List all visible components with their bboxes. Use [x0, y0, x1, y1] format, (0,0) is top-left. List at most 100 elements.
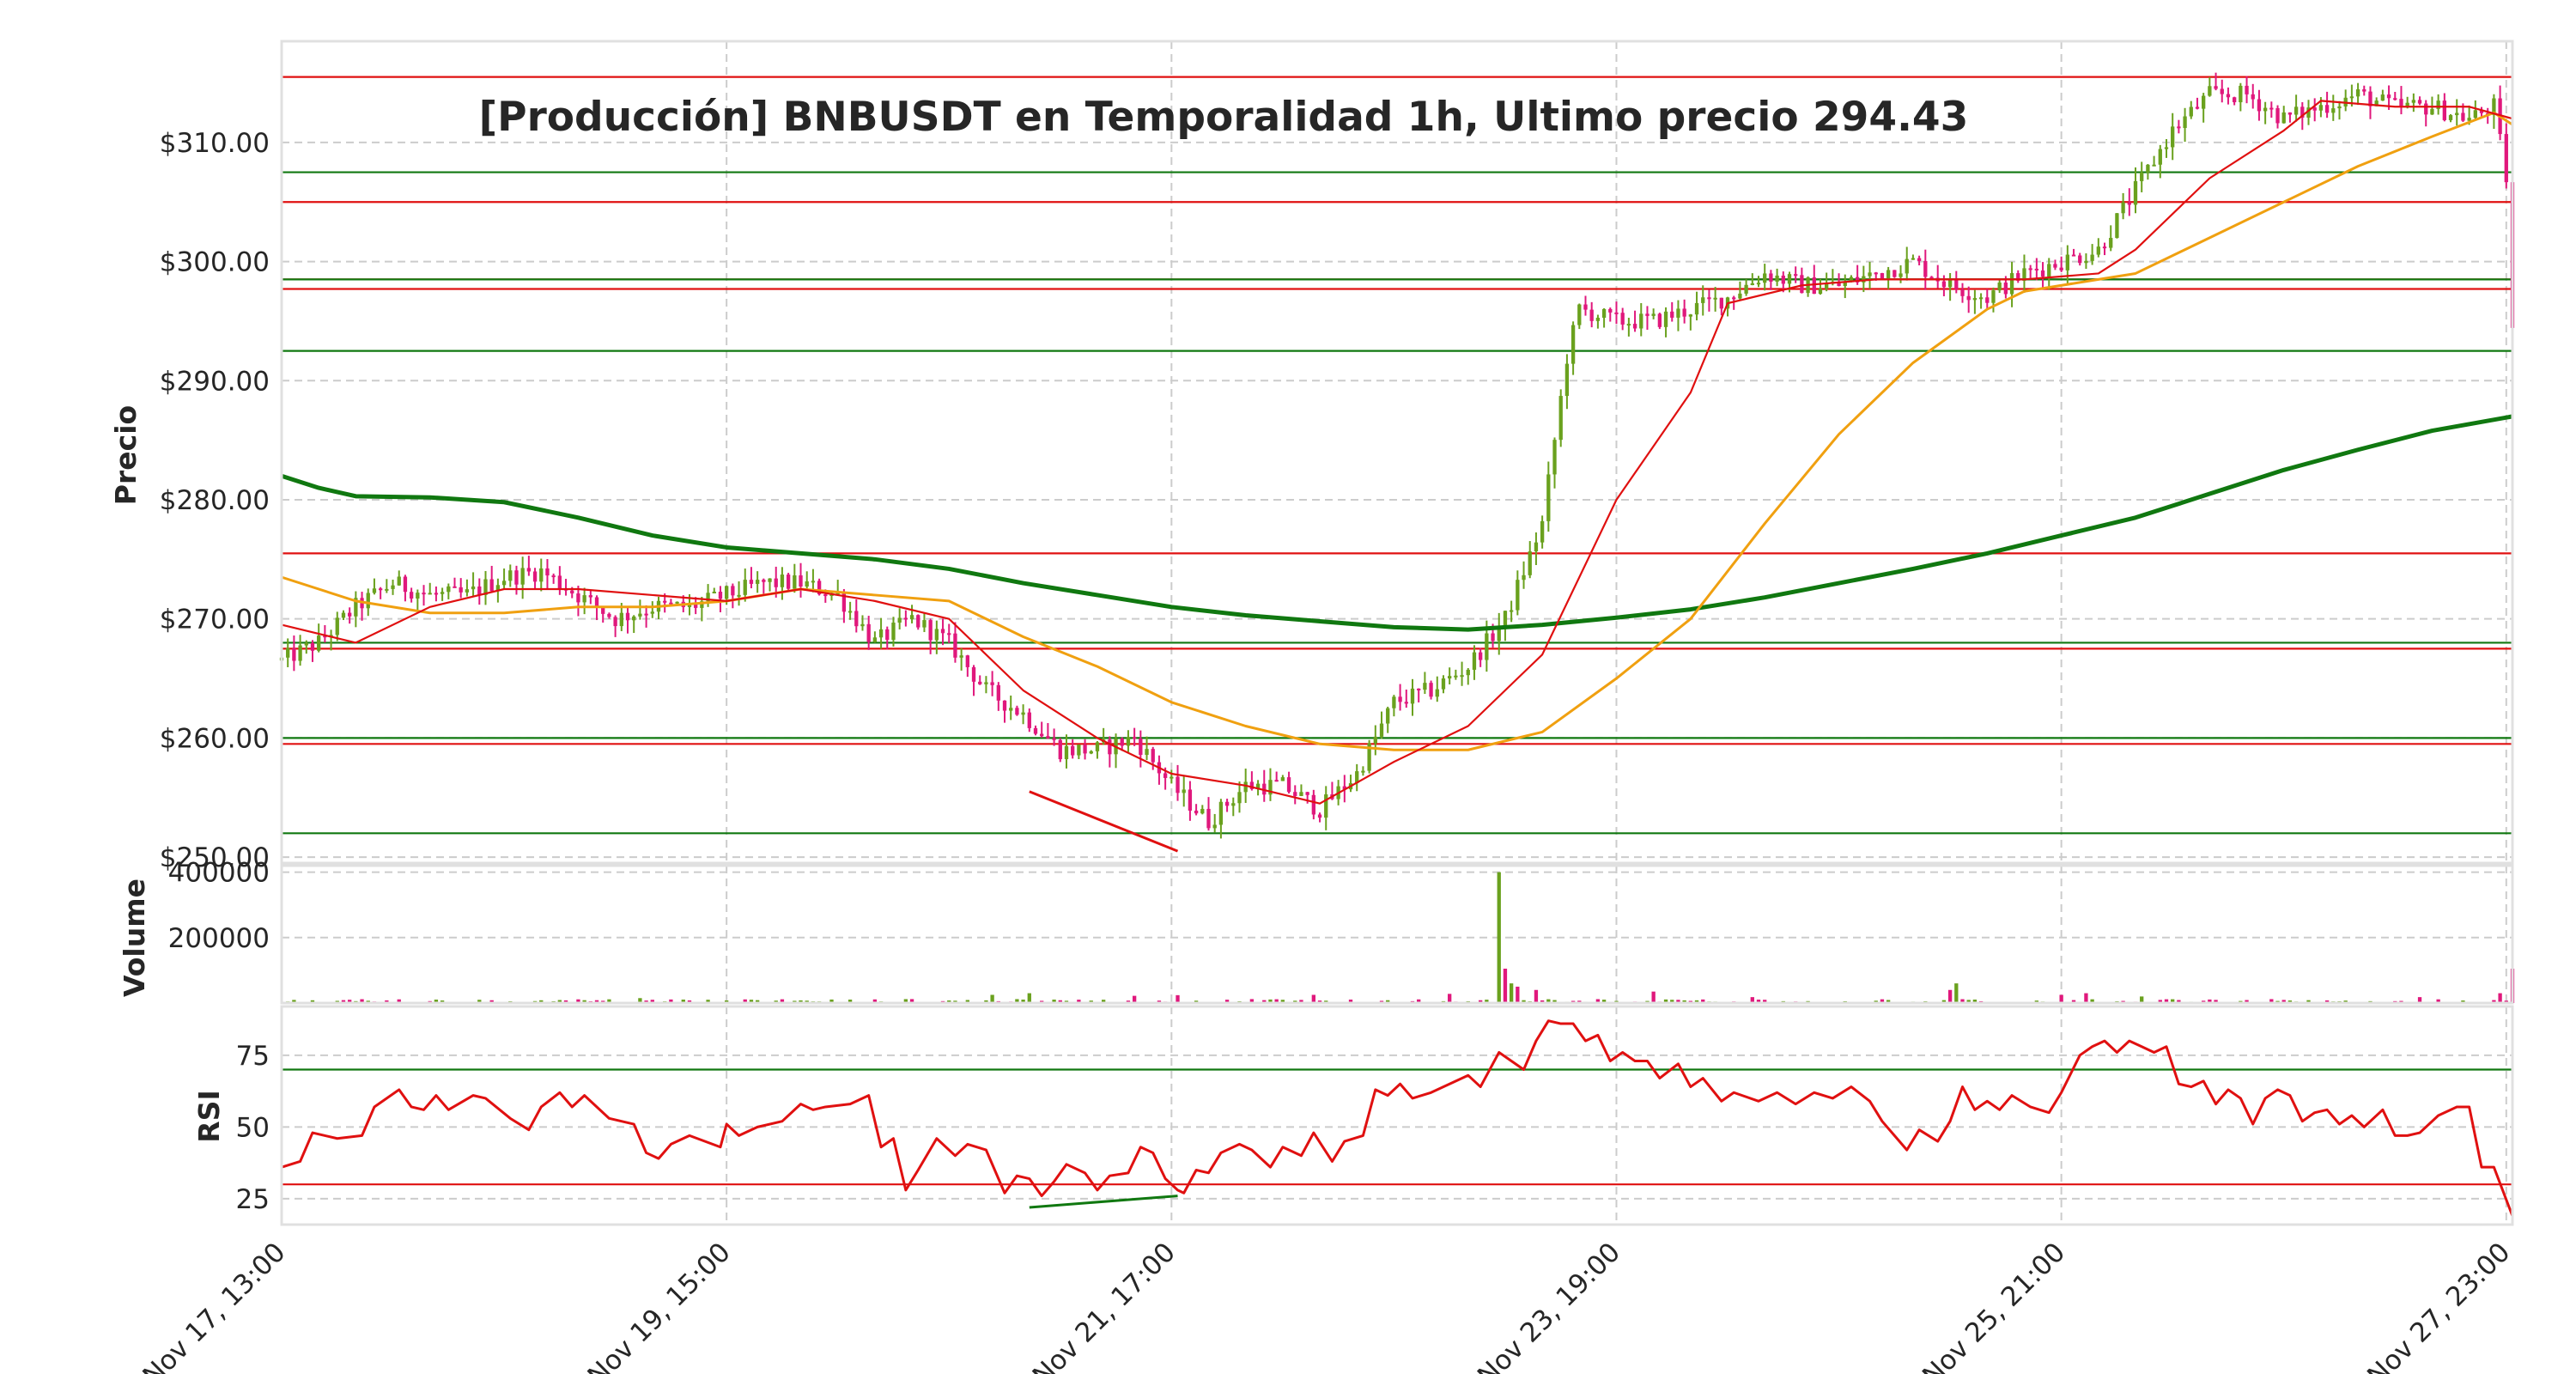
candle-body	[2368, 91, 2372, 106]
candle	[514, 565, 519, 595]
candle-body	[2331, 108, 2336, 113]
candle-body	[2393, 98, 2397, 100]
candle-body	[2177, 126, 2181, 129]
candle	[360, 592, 364, 621]
candle-body	[1083, 745, 1087, 754]
candle	[1694, 291, 1699, 321]
candle-body	[2127, 202, 2131, 205]
candle	[2096, 238, 2100, 258]
candle	[2133, 167, 2138, 214]
candle-body	[1893, 270, 1897, 277]
candle-body	[1398, 696, 1402, 702]
candle	[2355, 82, 2360, 106]
candle	[2152, 155, 2156, 167]
candle-body	[669, 602, 673, 605]
candle	[1058, 738, 1062, 763]
candle	[1089, 750, 1093, 755]
candle-body	[2158, 149, 2162, 165]
candle-body	[2263, 107, 2268, 112]
volume-bar	[2436, 999, 2440, 1003]
candle-body	[817, 581, 822, 595]
candle	[551, 573, 556, 584]
candle	[2078, 252, 2082, 266]
candle	[718, 586, 723, 612]
candle-body	[594, 597, 599, 608]
candle	[2417, 96, 2422, 106]
candle	[2202, 93, 2206, 123]
candle-body	[1985, 297, 1990, 303]
candle	[372, 578, 377, 595]
candle	[1632, 310, 1637, 332]
candle	[1454, 669, 1458, 680]
candle	[2343, 89, 2348, 112]
candle	[335, 611, 339, 641]
x-tick-label: Nov 23, 19:00	[1472, 1237, 1626, 1374]
candle	[786, 572, 791, 593]
candle	[292, 635, 296, 672]
candle	[1317, 812, 1322, 823]
volume-bar	[1972, 999, 1978, 1003]
volume-bar	[397, 999, 401, 1003]
candle-body	[2355, 89, 2360, 97]
volume-bar	[348, 1000, 352, 1003]
candle	[1756, 276, 1761, 288]
candle	[650, 601, 654, 618]
candle	[1552, 437, 1557, 489]
volume-bar	[1132, 995, 1137, 1003]
candle	[1509, 600, 1514, 623]
candle	[743, 568, 747, 602]
candle-body	[557, 575, 562, 589]
volume-bar	[1954, 983, 1959, 1003]
candle-body	[1608, 308, 1613, 313]
candle-body	[823, 594, 828, 597]
candle-body	[706, 593, 710, 602]
candle	[2158, 144, 2162, 179]
candle-body	[725, 586, 729, 599]
volume-bar	[1448, 994, 1452, 1003]
candle-body	[675, 601, 679, 604]
candle-body	[1978, 297, 1984, 300]
candle	[2498, 85, 2502, 141]
candle	[1417, 688, 1421, 702]
candle-body	[1899, 273, 1903, 277]
candle	[841, 588, 847, 623]
candle	[1972, 289, 1978, 314]
candle	[1021, 704, 1025, 725]
candle	[731, 583, 735, 609]
candle-body	[2362, 89, 2366, 92]
candle-body	[477, 586, 482, 595]
candle	[1194, 804, 1199, 816]
candle	[508, 564, 513, 587]
candle-body	[922, 620, 927, 628]
candle-body	[1849, 277, 1854, 283]
candle	[348, 607, 352, 624]
candle	[1614, 301, 1619, 325]
candle	[409, 587, 414, 603]
candle-body	[403, 576, 408, 593]
candle	[576, 586, 580, 617]
volume-bar	[848, 1000, 853, 1003]
candle-body	[1163, 773, 1168, 778]
candle-body	[947, 633, 951, 635]
volume-bar	[1280, 1000, 1285, 1003]
candle-body	[2090, 254, 2094, 261]
candle-body	[786, 575, 791, 589]
candle	[2504, 123, 2508, 189]
candle-body	[1460, 675, 1464, 678]
candle	[2448, 113, 2453, 123]
candle-body	[1095, 742, 1100, 751]
candle	[2028, 264, 2032, 278]
y-tick-label: 50	[236, 1112, 270, 1143]
candle	[737, 581, 741, 606]
candle	[1355, 763, 1359, 792]
candle-body	[632, 616, 636, 621]
candle-body	[1645, 313, 1649, 316]
candle-body	[835, 593, 840, 595]
candle	[1064, 734, 1069, 769]
volume-bar	[539, 1000, 544, 1003]
candle-body	[1516, 580, 1520, 611]
candle	[1188, 781, 1193, 821]
candle-body	[1274, 780, 1279, 782]
candle-body	[1775, 275, 1779, 282]
candle	[749, 567, 754, 589]
